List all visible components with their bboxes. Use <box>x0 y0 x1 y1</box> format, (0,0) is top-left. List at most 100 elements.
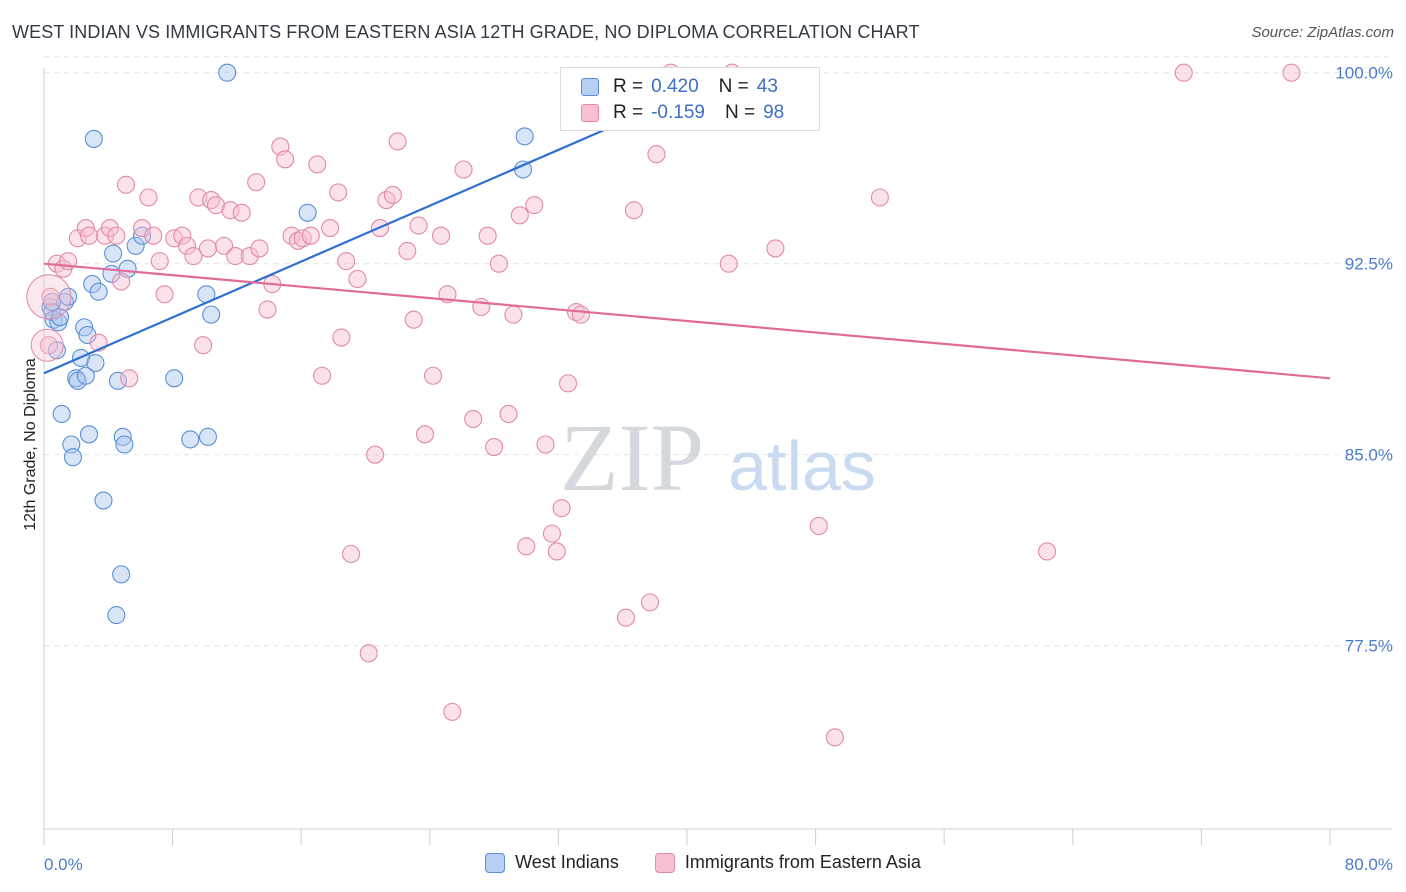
point-west-indians <box>112 565 131 584</box>
point-eastern-asia <box>1174 63 1193 82</box>
point-eastern-asia <box>542 524 562 543</box>
point-west-indians <box>76 366 95 385</box>
point-west-indians <box>165 369 184 388</box>
point-eastern-asia <box>39 336 58 355</box>
point-eastern-asia <box>870 188 889 207</box>
point-eastern-asia <box>383 185 402 205</box>
x-tick-label: 80.0% <box>1345 855 1393 874</box>
point-eastern-asia <box>489 254 508 273</box>
point-eastern-asia <box>337 252 356 271</box>
point-west-indians <box>83 275 102 294</box>
watermark-atlas: atlas <box>728 427 876 505</box>
point-eastern-asia <box>719 254 738 273</box>
point-eastern-asia <box>226 247 245 266</box>
point-eastern-asia <box>640 593 660 612</box>
point-eastern-asia <box>26 274 72 320</box>
point-eastern-asia <box>30 328 64 362</box>
point-eastern-asia <box>308 155 327 174</box>
point-eastern-asia <box>341 544 361 564</box>
point-eastern-asia <box>221 201 240 220</box>
point-eastern-asia <box>647 145 666 164</box>
point-west-indians <box>79 425 99 444</box>
series-legend: West Indians Immigrants from Eastern Asi… <box>0 852 1406 873</box>
series-name: Immigrants from Eastern Asia <box>684 852 921 872</box>
legend-n-label: N = <box>718 76 749 97</box>
chart-title: WEST INDIAN VS IMMIGRANTS FROM EASTERN A… <box>12 22 920 42</box>
legend-swatch-blue <box>581 78 599 96</box>
point-eastern-asia <box>478 226 497 245</box>
point-west-indians <box>52 404 71 423</box>
point-eastern-asia <box>276 150 295 169</box>
point-eastern-asia <box>321 219 340 238</box>
trendline-eastern-asia <box>43 262 1331 380</box>
labels-layer: 77.5% 85.0% 92.5% 100.0% 0.0% 80.0% 12th Grade… <box>22 64 1393 874</box>
point-west-indians <box>108 371 127 390</box>
watermark: ZIP atlas <box>560 404 876 511</box>
axes-layer <box>43 68 1392 845</box>
legend-r-value: -0.159 <box>651 102 705 123</box>
series-swatch-blue <box>485 852 506 873</box>
series-name: West Indians <box>515 852 619 872</box>
point-eastern-asia <box>107 226 126 245</box>
point-west-indians <box>515 127 534 146</box>
point-eastern-asia <box>240 247 259 266</box>
point-eastern-asia <box>409 216 428 235</box>
point-eastern-asia <box>825 728 844 747</box>
trend-layer <box>43 89 1331 380</box>
point-west-indians <box>94 491 113 510</box>
point-eastern-asia <box>536 435 555 454</box>
point-eastern-asia <box>1282 63 1301 82</box>
point-eastern-asia <box>100 219 119 238</box>
point-eastern-asia <box>184 247 203 266</box>
point-eastern-asia <box>139 188 158 207</box>
point-eastern-asia <box>454 160 473 179</box>
point-eastern-asia <box>624 201 644 220</box>
point-eastern-asia <box>415 425 435 444</box>
point-west-indians <box>218 63 237 82</box>
point-eastern-asia <box>348 269 367 289</box>
point-eastern-asia <box>388 132 407 151</box>
legend-n-label: N = <box>724 102 756 123</box>
point-eastern-asia <box>332 328 351 347</box>
point-eastern-asia <box>150 252 169 271</box>
point-eastern-asia <box>41 287 60 306</box>
point-eastern-asia <box>366 445 385 464</box>
point-eastern-asia <box>432 226 451 245</box>
point-eastern-asia <box>112 272 131 291</box>
point-eastern-asia <box>404 310 423 329</box>
point-west-indians <box>298 203 317 222</box>
legend-n-value: 43 <box>756 76 778 97</box>
point-eastern-asia <box>525 196 544 215</box>
point-eastern-asia <box>547 542 566 561</box>
point-eastern-asia <box>464 409 483 429</box>
point-eastern-asia <box>247 173 266 192</box>
point-eastern-asia <box>198 239 218 258</box>
point-eastern-asia <box>398 241 417 261</box>
legend-r-label: R = <box>613 76 644 97</box>
point-eastern-asia <box>79 226 99 245</box>
point-eastern-asia <box>485 437 504 457</box>
point-eastern-asia <box>206 196 226 215</box>
point-eastern-asia <box>155 285 174 304</box>
point-eastern-asia <box>178 236 197 255</box>
point-west-indians <box>202 305 221 324</box>
point-eastern-asia <box>443 702 462 721</box>
point-west-indians <box>113 427 132 446</box>
point-eastern-asia <box>250 239 269 258</box>
point-eastern-asia <box>552 499 571 518</box>
point-eastern-asia <box>616 608 635 627</box>
point-eastern-asia <box>313 366 332 385</box>
source-note: Source: ZipAtlas.com <box>1251 24 1394 41</box>
point-west-indians <box>104 244 123 263</box>
series-legend-eastern-asia[interactable]: Immigrants from Eastern Asia <box>654 852 921 873</box>
point-eastern-asia <box>116 175 136 194</box>
point-eastern-asia <box>329 183 348 202</box>
series-legend-west-indians[interactable]: West Indians <box>485 852 619 873</box>
series-swatch-pink <box>654 852 675 873</box>
point-west-indians <box>63 448 82 467</box>
legend-row-eastern-asia: R = -0.159 N = 98 <box>581 101 788 125</box>
point-west-indians <box>198 427 218 446</box>
points-layer <box>26 63 1301 747</box>
correlation-legend: R = 0.420 N = 43 R = -0.159 N = 98 <box>560 67 820 131</box>
